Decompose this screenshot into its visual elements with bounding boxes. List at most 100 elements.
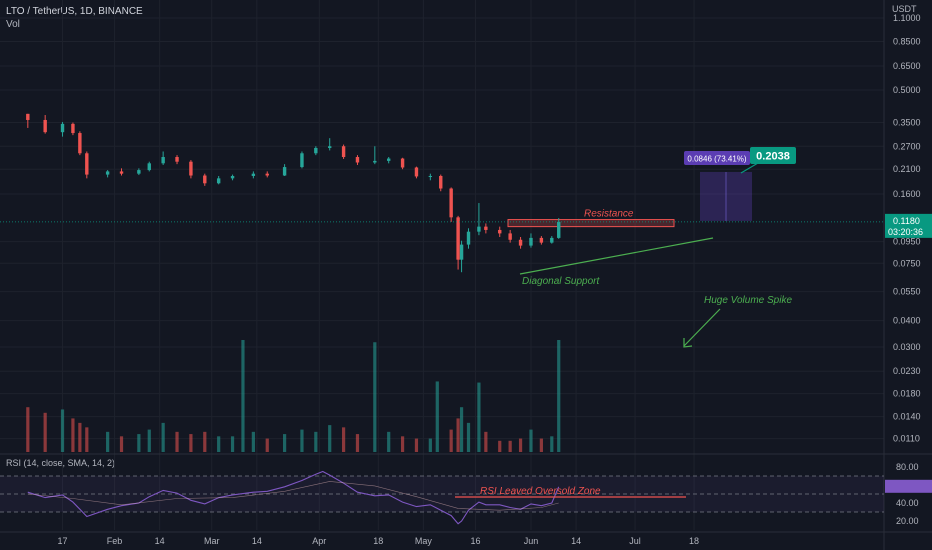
candle-body [300, 153, 304, 168]
rsi-annotation-label: RSI Leaved Oversold Zone [480, 486, 601, 497]
candle-body [203, 175, 207, 184]
price-tick-label: 0.0950 [893, 237, 921, 247]
price-tick-label: 0.8500 [893, 36, 921, 46]
candle-body [466, 231, 471, 245]
current-price-tag [885, 213, 932, 238]
price-tick-label: 0.0110 [893, 434, 920, 444]
candle [498, 226, 502, 237]
rsi-pane: RSI Leaved Oversold Zone [0, 470, 884, 525]
volume-bar [539, 438, 543, 452]
candle-body [119, 171, 124, 174]
price-tick-label: 0.0140 [893, 412, 921, 422]
target-arrow [740, 162, 759, 174]
candle [265, 171, 269, 178]
candle [26, 113, 30, 128]
price-axis: 1.1000 0.8500 0.6500 0.5000 0.3500 0.2700 0.21… [885, 13, 932, 526]
candle-body [161, 157, 165, 164]
volume-bar [341, 427, 346, 452]
volume-bar [550, 436, 554, 452]
candle [175, 155, 179, 165]
candle-body [328, 146, 332, 148]
candle [459, 240, 464, 273]
time-tick-label: Jul [629, 536, 641, 546]
candle-body [529, 237, 533, 246]
price-tick-label: 0.1600 [893, 189, 921, 199]
candle [230, 174, 235, 181]
candle-body [26, 113, 30, 120]
candle-body [539, 237, 544, 243]
price-unit: USDT [892, 4, 917, 14]
price-tick-label: 0.0300 [893, 342, 921, 352]
candle-body [43, 119, 47, 133]
price-tick-label: 0.3500 [893, 118, 921, 128]
candle-body [477, 226, 481, 232]
candle [71, 122, 75, 136]
volume-bar [85, 427, 89, 452]
time-tick-label: Apr [312, 536, 326, 546]
volume-indicator-label: Vol [6, 19, 20, 30]
candle-body [373, 160, 377, 163]
price-tick-label: 0.0750 [893, 258, 921, 268]
candle-body [137, 170, 141, 174]
measure-label: 0.0846 (73.41%) [687, 155, 746, 164]
volume-bar [161, 422, 165, 452]
volume-bar [414, 438, 419, 452]
diagonal-support-label: Diagonal Support [522, 276, 600, 287]
candle [508, 229, 512, 243]
candle-body [216, 178, 221, 184]
candle-body [449, 188, 453, 218]
rsi-tick-label: 40.00 [896, 498, 919, 508]
time-axis: 17 Feb 14 Mar 14 Apr 18 May 16 Jun 14 Jul 18 [58, 536, 700, 546]
volume-bar [175, 431, 179, 452]
rsi-value-tag [885, 479, 932, 493]
price-tick-label: 0.2700 [893, 141, 921, 151]
candle-body [414, 167, 419, 177]
target-label: 0.2038 [756, 151, 790, 163]
volume-bar [147, 429, 151, 452]
resistance-label: Resistance [584, 209, 634, 220]
candle [105, 170, 110, 178]
candle-body [282, 167, 287, 176]
candle [300, 151, 304, 169]
volume-bar [217, 436, 221, 452]
time-tick-label: Mar [204, 536, 220, 546]
volume-bar [328, 425, 332, 452]
candle [539, 236, 544, 245]
candle-series [26, 113, 561, 273]
candle [147, 161, 151, 172]
volume-spike-arrowhead [683, 338, 693, 348]
candle-body [105, 171, 110, 175]
candle-body [557, 221, 561, 238]
candle [373, 146, 377, 165]
candle-body [341, 146, 346, 158]
price-tick-label: 0.0180 [893, 389, 921, 399]
volume-bar [78, 422, 82, 452]
candle-body [484, 226, 488, 230]
volume-bar [477, 382, 481, 452]
volume-bar [459, 407, 464, 452]
candle [43, 115, 47, 134]
time-tick-label: Jun [524, 536, 539, 546]
time-tick-label: Feb [107, 536, 123, 546]
volume-bar [283, 434, 287, 452]
volume-bar [300, 429, 304, 452]
symbol-title: LTO / TetherUS, 1D, BINANCE [6, 6, 143, 17]
price-tick-label: 0.6500 [893, 61, 921, 71]
grid [0, 0, 884, 530]
volume-bar [355, 434, 360, 452]
candle [529, 233, 533, 248]
candle-body [175, 157, 179, 162]
candle [449, 187, 453, 222]
resistance-zone [507, 219, 675, 228]
candle-body [498, 229, 502, 234]
candle [119, 168, 124, 176]
candle [203, 173, 207, 186]
volume-bar [387, 431, 391, 452]
rsi-indicator-title: RSI (14, close, SMA, 14, 2) [6, 458, 116, 468]
price-tick-label: 0.0230 [893, 366, 921, 376]
volume-bar [484, 431, 488, 452]
volume-bar [241, 340, 245, 452]
candle-body [78, 133, 82, 154]
candle-body [508, 233, 512, 240]
